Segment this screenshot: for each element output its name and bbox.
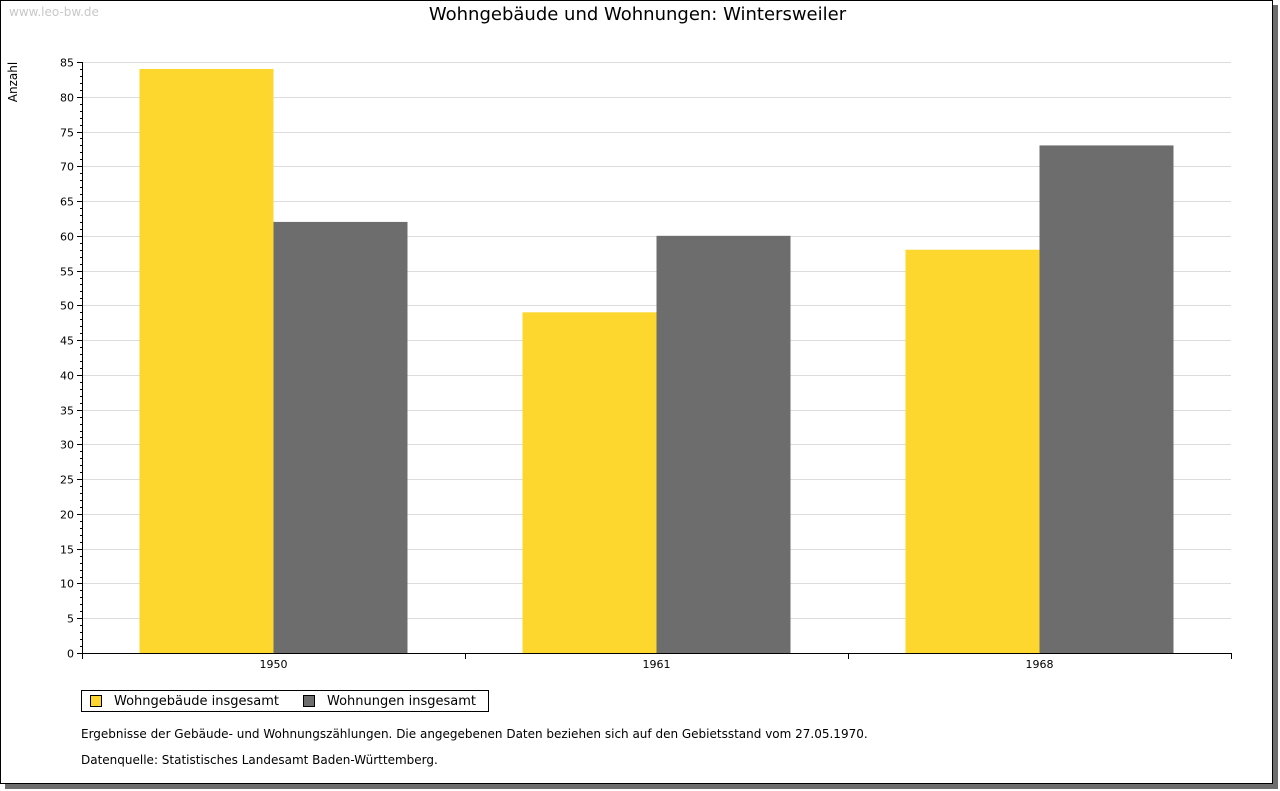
legend-item-wohngebaeude: Wohngebäude insgesamt: [90, 694, 279, 709]
y-tick-label: 5: [67, 613, 74, 626]
y-tick-label: 20: [60, 509, 74, 522]
y-tick-label: 80: [60, 92, 74, 105]
y-tick-label: 35: [60, 405, 74, 418]
legend-label-wohngebaeude: Wohngebäude insgesamt: [114, 693, 279, 709]
y-tick-label: 25: [60, 474, 74, 487]
y-tick-label: 70: [60, 161, 74, 174]
bar-0-1961: [522, 312, 657, 653]
x-tick-label: 1950: [260, 658, 288, 671]
footnote-text: Ergebnisse der Gebäude- und Wohnungszähl…: [81, 727, 868, 741]
bar-1-1961: [656, 235, 791, 653]
chart-legend: Wohngebäude insgesamt Wohnungen insgesam…: [81, 690, 489, 712]
bar-1-1950: [273, 221, 408, 653]
y-tick-label: 85: [60, 57, 74, 70]
y-tick-label: 65: [60, 196, 74, 209]
y-tick-label: 0: [67, 648, 74, 661]
legend-swatch-wohngebaeude: [90, 695, 102, 707]
bar-0-1950: [139, 68, 274, 653]
watermark: www.leo-bw.de: [9, 5, 99, 19]
y-tick-label: 45: [60, 335, 74, 348]
y-tick-label: 15: [60, 544, 74, 557]
x-tick-label: 1968: [1026, 658, 1054, 671]
y-tick-label: 40: [60, 370, 74, 383]
y-axis-label: Anzahl: [6, 62, 20, 102]
legend-item-wohnungen: Wohnungen insgesamt: [303, 694, 476, 709]
axes: [82, 62, 1231, 654]
chart-title: Wohngebäude und Wohnungen: Wintersweiler: [428, 4, 847, 25]
y-tick-label: 10: [60, 578, 74, 591]
bar-0-1968: [905, 249, 1040, 653]
legend-swatch-wohnungen: [303, 695, 315, 707]
data-source-text: Datenquelle: Statistisches Landesamt Bad…: [81, 753, 438, 767]
y-tick-label: 50: [60, 300, 74, 313]
bar-1-1968: [1039, 145, 1174, 653]
bars: [139, 68, 1174, 653]
y-axis-ticks: 0 5 10 15 20 25 30 35 40 45 50 55 60 65 70 75 80 85: [60, 57, 82, 661]
x-axis-ticks: 1950 1961 1968: [82, 653, 1232, 671]
y-tick-label: 30: [60, 439, 74, 452]
y-tick-label: 55: [60, 266, 74, 279]
legend-label-wohnungen: Wohnungen insgesamt: [327, 693, 476, 709]
y-tick-label: 75: [60, 127, 74, 140]
x-tick-label: 1961: [643, 658, 671, 671]
y-tick-label: 60: [60, 231, 74, 244]
